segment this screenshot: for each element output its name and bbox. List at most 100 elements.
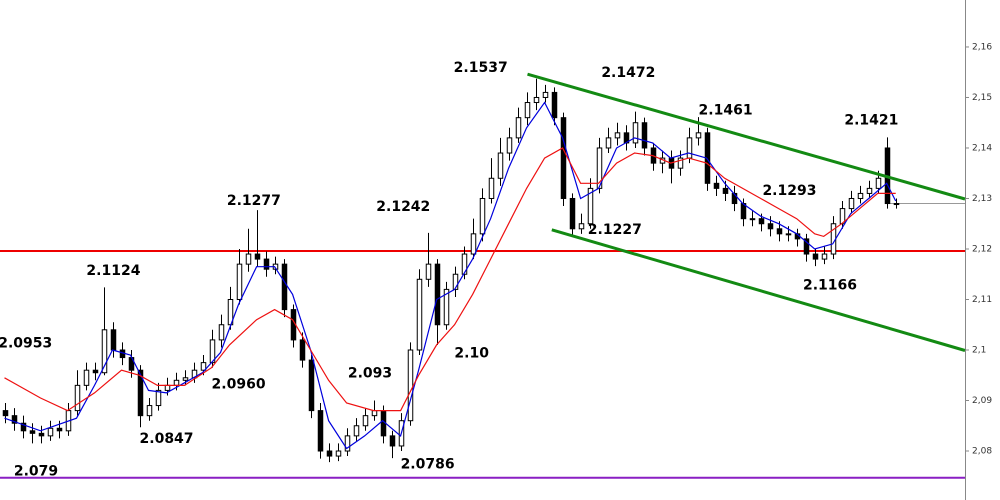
candle-body (434, 263, 441, 326)
price-annotation: 2.1227 (588, 222, 642, 238)
candle-body (785, 233, 792, 236)
y-tick-label: 2,16 (972, 42, 992, 52)
candle-body (452, 273, 459, 290)
candle-body (695, 132, 702, 139)
candle-body (758, 218, 765, 225)
candle-body (146, 405, 153, 417)
candle-body (11, 415, 18, 424)
candle-body (875, 177, 882, 189)
candle-body (776, 228, 783, 235)
candle-body (713, 182, 720, 189)
y-tick-label: 2,15 (972, 93, 992, 103)
candle-body (722, 187, 729, 194)
price-annotation: 2.10 (454, 346, 489, 362)
candle-body (425, 263, 432, 280)
candle-body (236, 263, 243, 300)
moving-average (4, 101, 897, 450)
candle-body (821, 253, 828, 260)
candle-body (29, 430, 36, 434)
candle-body (497, 152, 504, 179)
price-annotation: 2.1537 (454, 60, 508, 76)
candle-body (461, 253, 468, 275)
price-annotation: 2.1166 (803, 277, 857, 293)
candle-body (164, 384, 171, 391)
price-annotation: 2.1277 (227, 193, 281, 209)
candle-body (614, 132, 621, 139)
moving-average (4, 147, 896, 412)
y-tick-label: 2,13 (972, 194, 992, 204)
candle-body (335, 450, 342, 457)
y-tick-label: 2,09 (972, 396, 992, 406)
y-tick-label: 2,08 (972, 447, 992, 457)
candle-body (371, 410, 378, 417)
price-annotation: 2.0960 (212, 376, 266, 392)
candle-body (317, 410, 324, 452)
candle-body (443, 288, 450, 326)
y-tick-label: 2,1 (972, 346, 986, 356)
candle-body (308, 359, 315, 412)
candle-body (812, 253, 819, 260)
candle-body (479, 197, 486, 235)
candle-body (254, 253, 261, 260)
candle-body (767, 223, 774, 230)
y-tick-label: 2,14 (972, 143, 992, 153)
candle-body (515, 117, 522, 139)
candle-body (137, 369, 144, 417)
candle-body (848, 197, 855, 210)
candle-body (20, 422, 27, 432)
candle-body (596, 147, 603, 189)
candle-body (173, 379, 180, 386)
y-tick-label: 2,12 (972, 244, 992, 254)
candle-body (857, 192, 864, 199)
y-tick-label: 2,11 (972, 295, 992, 305)
candle-body (416, 278, 423, 351)
price-annotation: 2.1293 (762, 183, 816, 199)
candle-body (470, 233, 477, 255)
candle-body (353, 425, 360, 437)
candle-body (893, 203, 900, 206)
candle-body (218, 324, 225, 341)
price-annotation: 2.1242 (376, 199, 430, 215)
price-annotation: 2.1472 (601, 65, 655, 81)
candle-body (92, 369, 99, 374)
candle-body (299, 339, 306, 361)
candle-body (326, 450, 333, 457)
candle-body (578, 223, 585, 230)
candle-body (155, 389, 162, 407)
candle-body (407, 349, 414, 422)
price-annotation: 2.1461 (699, 103, 753, 119)
candle-body (182, 377, 189, 381)
candle-body (632, 122, 639, 144)
candle-body (587, 187, 594, 225)
candle-body (38, 432, 45, 437)
candle-body (686, 137, 693, 159)
price-annotation: 2.0953 (0, 335, 52, 351)
candle-body (605, 137, 612, 149)
candle-body (560, 117, 567, 199)
candle-body (866, 187, 873, 194)
candle-body (641, 122, 648, 149)
price-annotation: 2.0847 (140, 431, 194, 447)
candle-body (2, 410, 9, 417)
candle-body (200, 362, 207, 371)
candle-body (488, 177, 495, 199)
candle-body (542, 91, 549, 98)
trend-line (527, 72, 966, 201)
candle-body (101, 329, 108, 374)
price-annotation: 2.1124 (86, 263, 140, 279)
price-annotation: 2.0786 (401, 457, 455, 473)
candle-body (803, 238, 810, 255)
candle-body (110, 329, 117, 351)
trend-line (551, 228, 966, 352)
candle-body (551, 91, 558, 119)
candle-body (47, 427, 54, 437)
candle-body (569, 197, 576, 230)
candle-body (281, 263, 288, 311)
candle-body (506, 137, 513, 154)
candle-body (389, 435, 396, 447)
candle-body (56, 427, 63, 432)
candle-body (344, 435, 351, 452)
candle-body (362, 415, 369, 427)
